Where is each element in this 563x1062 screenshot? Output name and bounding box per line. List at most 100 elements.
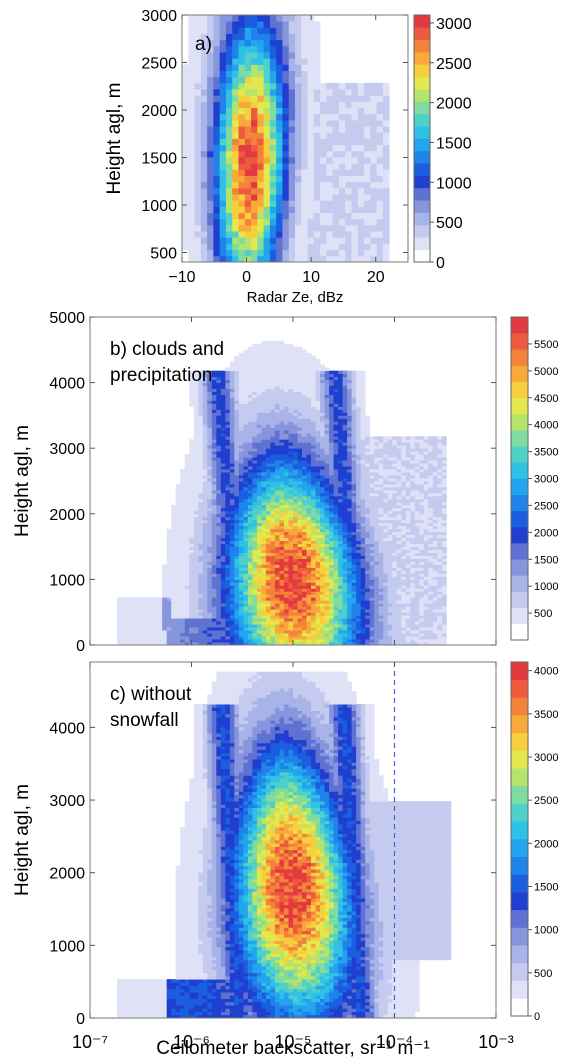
heatmap-cell [265, 525, 271, 530]
heatmap-cell [333, 630, 339, 634]
heatmap-cell [333, 636, 339, 640]
heatmap-cell [238, 169, 246, 176]
heatmap-cell [320, 144, 327, 152]
heatmap-cell [198, 618, 204, 622]
heatmap-cell [283, 558, 289, 562]
heatmap-cell [238, 552, 244, 556]
heatmap-cell [252, 582, 258, 586]
heatmap-cell [198, 472, 204, 476]
heatmap-cell [297, 412, 303, 416]
heatmap-cell [256, 481, 262, 485]
heatmap-cell [135, 603, 141, 607]
heatmap-cell [184, 463, 190, 467]
heatmap-cell [307, 200, 315, 207]
heatmap-cell [157, 609, 163, 613]
heatmap-cell [320, 594, 325, 598]
heatmap-cell [270, 507, 276, 512]
heatmap-cell [261, 552, 267, 556]
heatmap-cell [376, 243, 384, 251]
heatmap-cell [184, 633, 190, 637]
heatmap-cell [270, 412, 276, 416]
heatmap-cell [193, 454, 199, 458]
heatmap-cell [313, 132, 321, 139]
heatmap-cell [357, 169, 365, 176]
heatmap-cell [256, 498, 262, 503]
heatmap-cell [261, 537, 267, 542]
heatmap-cell [229, 489, 235, 494]
heatmap-cell [329, 621, 334, 625]
heatmap-cell [357, 187, 365, 195]
heatmap-cell [139, 618, 145, 622]
heatmap-cell [302, 639, 307, 643]
heatmap-cell [211, 498, 217, 503]
heatmap-cell [198, 555, 204, 559]
heatmap-cell [225, 52, 233, 59]
heatmap-cell [234, 358, 240, 363]
heatmap-cell [307, 243, 315, 251]
heatmap-cell [293, 606, 298, 610]
heatmap-cell [370, 249, 378, 257]
heatmap-cell [333, 415, 339, 419]
heatmap-cell [243, 558, 249, 562]
heatmap-cell [333, 597, 339, 601]
heatmap-cell [276, 119, 283, 127]
plot-frame-a [181, 14, 409, 263]
heatmap-cell [324, 573, 330, 577]
heatmap-cell [216, 391, 222, 395]
heatmap-cell [269, 243, 277, 251]
heatmap-cell [324, 406, 330, 410]
heatmap-cell [180, 630, 186, 634]
heatmap-cell [257, 58, 265, 65]
heatmap-cell [220, 606, 226, 610]
heatmap-cell [302, 534, 307, 539]
heatmap-cell [283, 463, 289, 467]
heatmap-cell [175, 588, 181, 592]
heatmap-cell [313, 169, 321, 176]
heatmap-cell [333, 460, 339, 464]
heatmap-cell [202, 549, 208, 553]
heatmap-cell [175, 621, 181, 625]
heatmap-cell [194, 82, 202, 90]
heatmap-cell [171, 564, 177, 568]
heatmap-cell [130, 618, 136, 622]
heatmap-cell [193, 606, 199, 610]
heatmap-cell [297, 624, 303, 628]
heatmap-cell [265, 546, 271, 550]
heatmap-cell [232, 113, 239, 121]
heatmap-cell [244, 89, 252, 96]
heatmap-cell [256, 615, 262, 619]
heatmap-cell [232, 150, 239, 158]
heatmap-cell [265, 361, 271, 366]
heatmap-cell [247, 439, 253, 443]
heatmap-cell [238, 588, 244, 592]
heatmap-cell [351, 119, 359, 127]
heatmap-cell [261, 376, 267, 381]
heatmap-cell [244, 107, 252, 115]
heatmap-cell [188, 39, 195, 47]
heatmap-cell [261, 570, 267, 574]
heatmap-cell [175, 585, 181, 589]
heatmap-cell [382, 132, 390, 139]
heatmap-cell [302, 382, 307, 386]
heatmap-cell [180, 597, 186, 601]
heatmap-cell [202, 442, 208, 446]
heatmap-cell [333, 382, 339, 386]
heatmap-cell [313, 27, 321, 34]
heatmap-cell [234, 528, 240, 533]
heatmap-cell [270, 525, 276, 530]
heatmap-cell [265, 621, 271, 625]
heatmap-cell [306, 427, 312, 431]
heatmap-cell [326, 206, 334, 214]
heatmap-cell [229, 522, 235, 527]
heatmap-cell [357, 95, 365, 102]
heatmap-cell [200, 138, 208, 146]
heatmap-cell [301, 27, 308, 34]
heatmap-cell [261, 373, 267, 378]
heatmap-cell [252, 600, 258, 604]
heatmap-cell [238, 546, 244, 550]
heatmap-cell [261, 442, 267, 446]
heatmap-cell [295, 52, 302, 59]
heatmap-cell [225, 552, 231, 556]
heatmap-cell [338, 427, 344, 431]
heatmap-cell [302, 525, 307, 530]
